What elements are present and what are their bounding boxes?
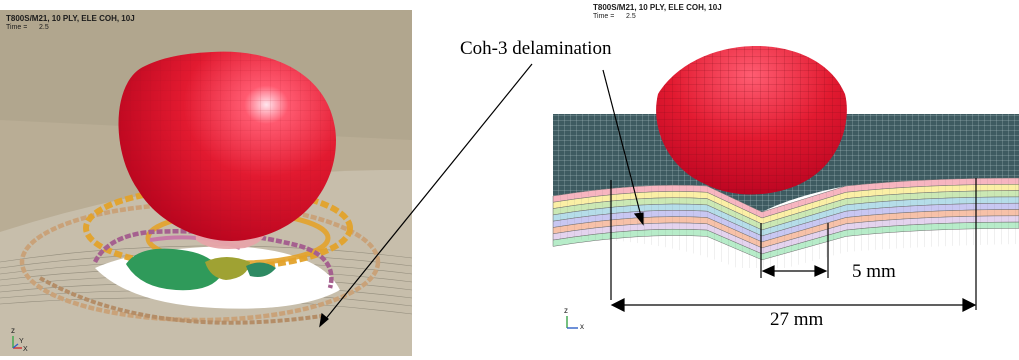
left-time-label: Time =: [6, 24, 28, 31]
right-time-label: Time =: [593, 13, 615, 20]
right-panel-title: T800S/M21, 10 PLY, ELE COH, 10J Time = 2…: [593, 3, 722, 21]
right-title-text: T800S/M21, 10 PLY, ELE COH, 10J: [593, 3, 722, 12]
dimension-arrow-5mm-right: [814, 265, 828, 277]
left-axis-y-label: Y: [19, 338, 24, 345]
right-axis-x-label: x: [580, 322, 584, 331]
coh-green-patch: [126, 248, 222, 291]
pointer-arrowhead-left: [319, 312, 329, 328]
dimension-label-5mm: 5 mm: [852, 261, 896, 282]
axis-triad-right: [566, 316, 578, 329]
delamination-label: Coh-3 delamination: [460, 38, 612, 59]
left-title-text: T800S/M21, 10 PLY, ELE COH, 10J: [6, 14, 135, 23]
left-axis-x-label: X: [23, 346, 28, 353]
left-time-value: 2.5: [39, 24, 49, 31]
annotations: [319, 63, 977, 328]
right-time-value: 2.5: [626, 13, 636, 20]
pointer-arrowhead-right: [633, 212, 644, 226]
axis-triad-left: [12, 336, 22, 349]
dimension-arrow-27mm-right: [962, 298, 977, 312]
left-axis-z-label: z: [11, 326, 15, 335]
left-panel: [0, 10, 412, 356]
pointer-line-right: [602, 69, 643, 221]
coh-ring-purple: [92, 229, 334, 289]
right-axis-z-label: z: [564, 306, 568, 315]
dimension-label-27mm: 27 mm: [770, 309, 824, 330]
pointer-line-left: [319, 63, 533, 327]
left-panel-title: T800S/M21, 10 PLY, ELE COH, 10J Time = 2…: [6, 14, 135, 32]
right-panel: [552, 46, 1019, 268]
dimension-arrow-5mm-left: [761, 265, 775, 277]
dimension-arrow-27mm-left: [610, 298, 625, 312]
